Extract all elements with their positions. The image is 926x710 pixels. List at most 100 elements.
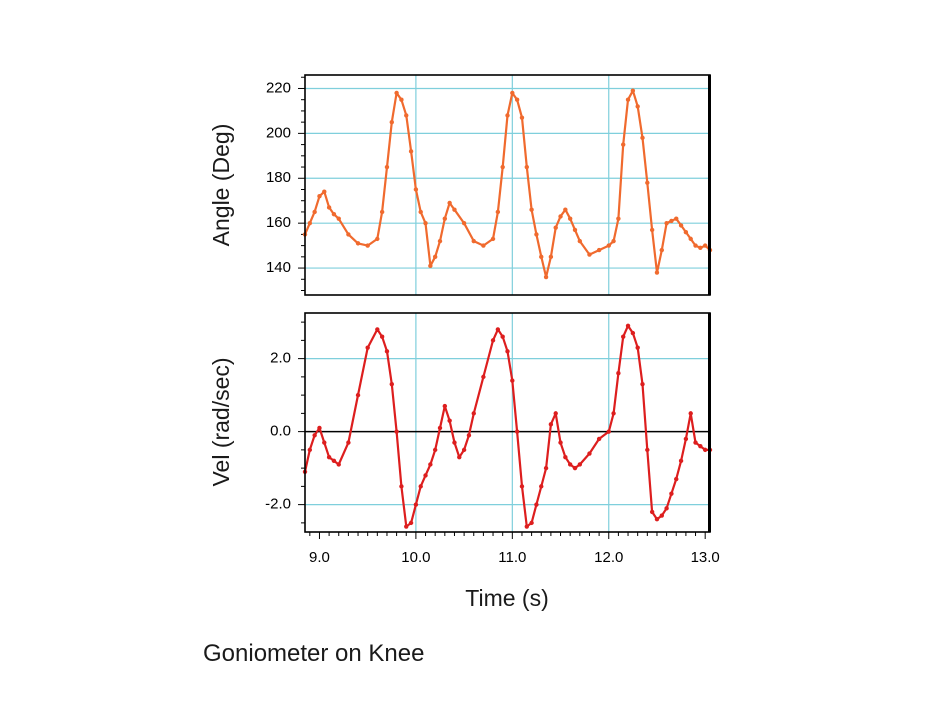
data-point <box>553 225 558 230</box>
data-point <box>307 220 313 226</box>
data-point <box>567 462 573 467</box>
y-tick-label: 160 <box>266 214 291 231</box>
angle-chart-panel: 140 160 180 200 220 Angle (Deg) <box>208 74 713 296</box>
data-point <box>563 454 568 460</box>
data-point <box>399 97 404 102</box>
data-point <box>365 345 370 350</box>
data-point <box>432 254 438 260</box>
figure-caption: Goniometer on Knee <box>203 640 425 667</box>
data-point <box>558 440 563 445</box>
data-point <box>524 524 529 529</box>
data-point <box>408 520 414 526</box>
data-point <box>428 462 433 467</box>
data-point <box>674 476 679 482</box>
data-point <box>625 323 631 328</box>
data-point <box>702 243 708 248</box>
data-point <box>688 236 693 242</box>
data-point <box>346 232 351 237</box>
y-tick-label: 2.0 <box>270 350 291 367</box>
data-point <box>317 194 322 199</box>
data-point <box>423 220 428 226</box>
data-point <box>529 207 534 212</box>
data-point <box>577 238 583 244</box>
data-point <box>543 274 549 280</box>
data-point <box>505 113 510 118</box>
data-point <box>375 236 380 242</box>
data-point <box>534 232 539 237</box>
data-point <box>457 454 462 460</box>
velocity-series <box>302 323 713 529</box>
velocity-gridlines <box>305 313 710 532</box>
data-point <box>640 381 645 387</box>
data-point <box>437 238 443 244</box>
data-point <box>548 254 554 260</box>
data-point <box>346 440 351 445</box>
data-point <box>500 164 505 170</box>
data-point <box>326 454 332 460</box>
velocity-plot-frame <box>304 312 711 533</box>
data-point <box>428 263 433 269</box>
data-point <box>432 447 438 453</box>
data-point <box>481 374 486 380</box>
data-point <box>659 513 664 518</box>
y-tick-label: 0.0 <box>270 423 291 440</box>
data-point <box>389 119 394 125</box>
y-tick-label: -2.0 <box>265 496 291 513</box>
angle-y-axis-label: Angle (Deg) <box>208 124 234 247</box>
data-point <box>654 270 660 275</box>
data-point <box>693 243 698 248</box>
data-point <box>317 425 322 431</box>
data-point <box>635 104 640 109</box>
data-point <box>322 189 327 194</box>
velocity-x-ticks: 9.0 10.0 11.0 12.0 13.0 <box>309 532 720 566</box>
data-point <box>394 90 399 96</box>
data-point <box>404 113 409 118</box>
data-point <box>693 440 698 445</box>
data-point <box>649 227 655 233</box>
data-point <box>307 447 313 453</box>
data-point <box>490 236 496 242</box>
x-tick-label: 10.0 <box>401 549 430 566</box>
data-point <box>471 238 476 244</box>
data-point <box>519 484 525 489</box>
data-point <box>524 164 529 170</box>
data-point <box>408 149 414 154</box>
series-line <box>303 89 711 279</box>
data-point <box>461 220 467 226</box>
x-tick-label: 9.0 <box>309 549 330 566</box>
data-point <box>698 444 703 449</box>
x-tick-label: 11.0 <box>498 549 526 566</box>
data-point <box>669 218 674 224</box>
data-point <box>702 447 708 453</box>
y-tick-label: 220 <box>266 79 291 96</box>
data-point <box>630 330 636 336</box>
x-tick-label: 12.0 <box>594 549 623 566</box>
data-point <box>683 436 689 442</box>
data-point <box>447 200 452 206</box>
data-point <box>630 88 636 93</box>
data-point <box>355 392 361 398</box>
data-point <box>572 227 578 233</box>
y-tick-label: 180 <box>266 169 291 186</box>
y-tick-label: 140 <box>266 259 291 276</box>
data-point <box>548 422 554 427</box>
data-point <box>514 97 520 102</box>
data-point <box>461 447 467 453</box>
data-point <box>654 517 660 522</box>
data-point <box>577 462 583 467</box>
data-point <box>514 429 520 434</box>
data-point <box>384 164 390 170</box>
data-point <box>423 473 428 478</box>
data-point <box>379 334 385 339</box>
data-point <box>596 436 602 442</box>
data-point <box>558 214 563 219</box>
data-point <box>442 216 448 221</box>
data-point <box>563 207 568 212</box>
time-x-axis-label: Time (s) <box>465 585 548 611</box>
data-point <box>355 241 361 246</box>
velocity-chart-panel: -2.0 0.0 2.0 9.0 10.0 11.0 12.0 13.0 Vel (rad/… <box>208 312 720 611</box>
data-point <box>678 223 684 228</box>
data-point <box>322 440 327 445</box>
data-point <box>611 411 616 416</box>
data-point <box>510 378 515 383</box>
